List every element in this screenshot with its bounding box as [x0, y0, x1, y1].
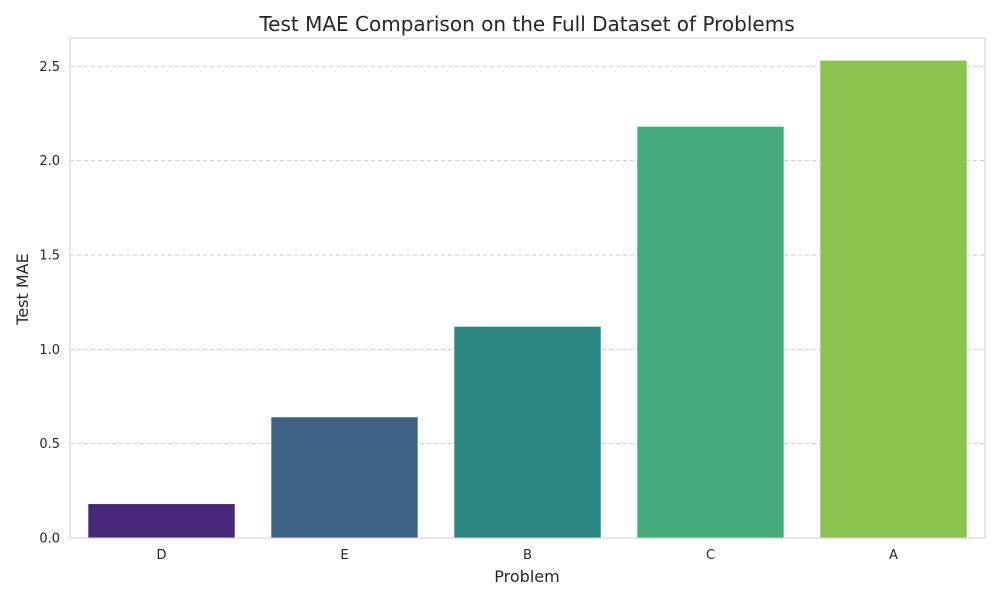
y-tick-label: 1.0 — [39, 343, 60, 358]
x-tick-label: D — [156, 548, 166, 563]
y-tick-label: 0.5 — [39, 437, 60, 452]
x-tick-label: B — [523, 548, 532, 563]
bar-A — [820, 60, 967, 538]
y-tick-label: 1.5 — [39, 248, 60, 263]
bar-E — [271, 417, 418, 538]
bar-D — [88, 504, 235, 538]
y-tick-label: 2.0 — [39, 154, 60, 169]
plot-frame — [69, 37, 986, 539]
bar-B — [454, 326, 601, 538]
y-axis-ticks: 0.0 0.5 1.0 1.5 2.0 2.5 — [39, 60, 60, 547]
y-tick-label: 2.5 — [39, 60, 60, 75]
x-tick-label: E — [340, 548, 348, 563]
chart-title: Test MAE Comparison on the Full Dataset … — [258, 12, 794, 36]
x-tick-label: C — [706, 548, 715, 563]
x-tick-label: A — [889, 548, 898, 563]
x-axis-title: Problem — [494, 567, 559, 586]
bars — [88, 60, 967, 538]
y-axis-title: Test MAE — [13, 253, 32, 325]
y-tick-label: 0.0 — [39, 532, 60, 547]
bar-C — [637, 126, 784, 538]
